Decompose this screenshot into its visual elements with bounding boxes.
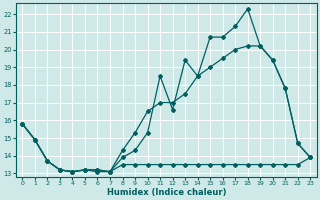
X-axis label: Humidex (Indice chaleur): Humidex (Indice chaleur) <box>107 188 226 197</box>
